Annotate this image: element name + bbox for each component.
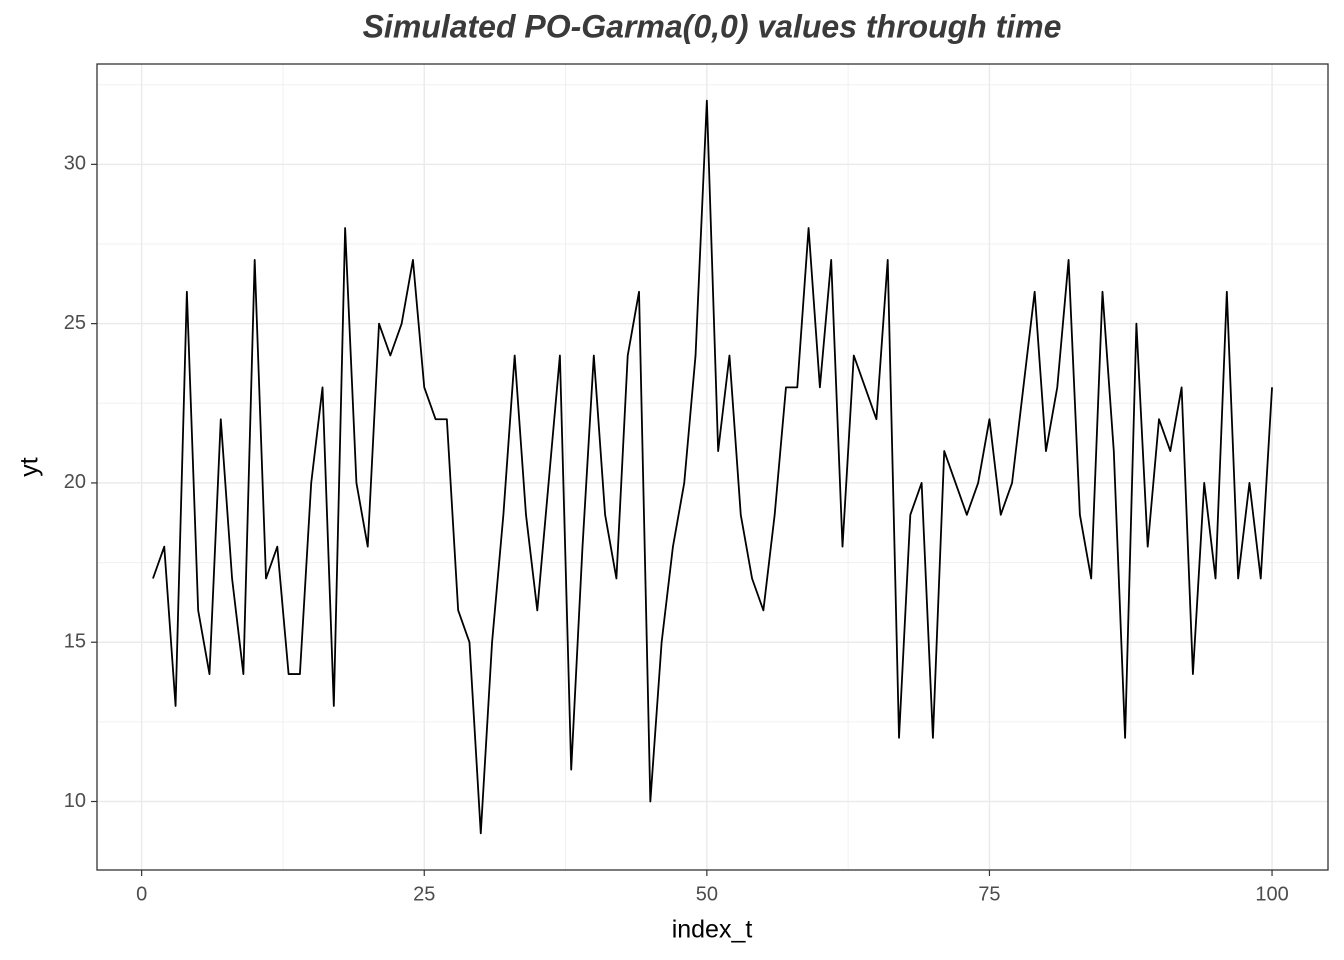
x-tick-label: 50 xyxy=(696,883,718,905)
y-tick-label: 10 xyxy=(64,790,86,812)
x-axis-title: index_t xyxy=(672,916,753,944)
line xyxy=(152,99,1273,835)
y-tick-label: 20 xyxy=(64,471,86,493)
x-tick-label: 100 xyxy=(1255,883,1288,905)
x-tick-label: 75 xyxy=(978,883,1000,905)
y-tick-label: 25 xyxy=(64,312,86,334)
y-tick-label: 15 xyxy=(64,630,86,652)
y-tick-label: 30 xyxy=(64,153,86,175)
chart-title: Simulated PO-Garma(0,0) values through t… xyxy=(363,8,1062,44)
y-axis-title: yt xyxy=(16,457,44,477)
panel-border xyxy=(96,63,1329,871)
x-tick-label: 25 xyxy=(413,883,435,905)
x-tick-label: 0 xyxy=(136,883,147,905)
